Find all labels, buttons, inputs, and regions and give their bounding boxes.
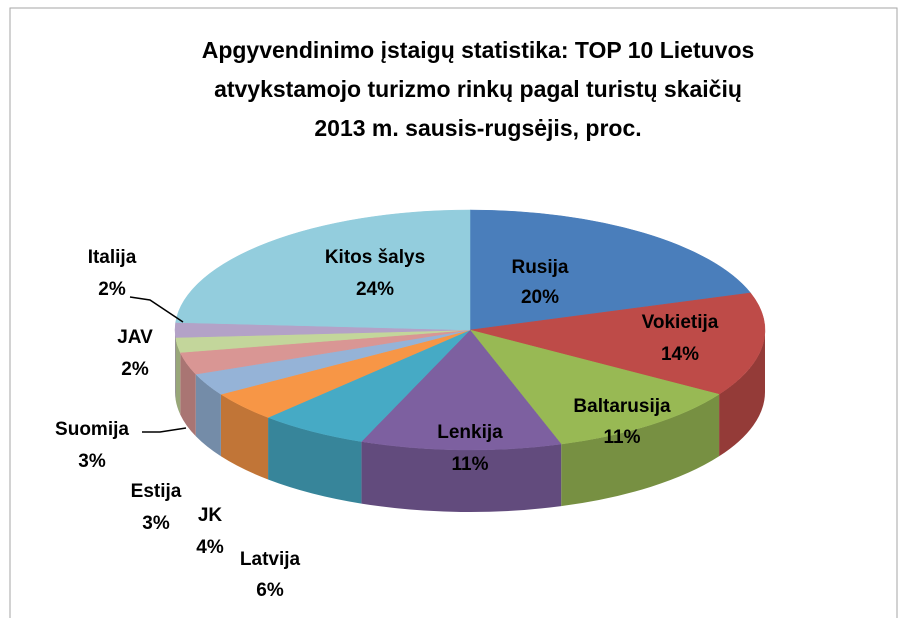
slice-value-label: 2% (98, 279, 126, 300)
slice-label: Latvija (240, 549, 301, 570)
pie-slice (469, 329, 720, 445)
chart-title: atvykstamojo turizmo rinkų pagal turistų… (214, 76, 742, 102)
slice-label: Suomija (55, 419, 129, 440)
slice-label: Lenkija (437, 422, 503, 443)
slice-label: Estija (131, 481, 182, 502)
slice-side (561, 394, 720, 507)
slice-side (220, 394, 269, 480)
slice-side (180, 352, 196, 437)
slice-value-label: 6% (256, 580, 284, 601)
slice-value-label: 20% (521, 287, 559, 308)
slice-side (175, 337, 181, 415)
slice-label: Vokietija (642, 312, 719, 333)
pie-slice (469, 209, 752, 331)
slice-value-label: 3% (78, 451, 106, 472)
pie-slice (175, 209, 471, 331)
slice-side (268, 417, 362, 504)
pie-slice (360, 329, 562, 451)
slice-label: JK (198, 505, 223, 526)
slice-value-label: 11% (452, 454, 489, 475)
slice-value-label: 3% (142, 513, 170, 534)
chart-title: 2013 m. sausis-rugsėjis, proc. (314, 115, 641, 141)
slice-value-label: 14% (661, 344, 699, 365)
slice-side (719, 330, 765, 457)
slice-side (361, 441, 562, 513)
slice-value-label: 24% (356, 279, 394, 300)
slice-label: Italija (88, 247, 137, 268)
slice-value-label: 11% (604, 427, 641, 448)
leader-line (129, 296, 184, 323)
slice-label: JAV (117, 327, 153, 348)
chart-title: Apgyvendinimo įstaigų statistika: TOP 10… (202, 37, 755, 63)
slice-value-label: 4% (196, 537, 224, 558)
slice-label: Baltarusija (573, 396, 671, 417)
slice-side (175, 330, 176, 400)
slice-side (195, 374, 221, 457)
leader-line (142, 427, 187, 433)
slice-label: Kitos šalys (325, 247, 425, 268)
slice-value-label: 2% (121, 359, 149, 380)
pie-slice (469, 292, 766, 395)
slice-label: Rusija (511, 257, 568, 278)
